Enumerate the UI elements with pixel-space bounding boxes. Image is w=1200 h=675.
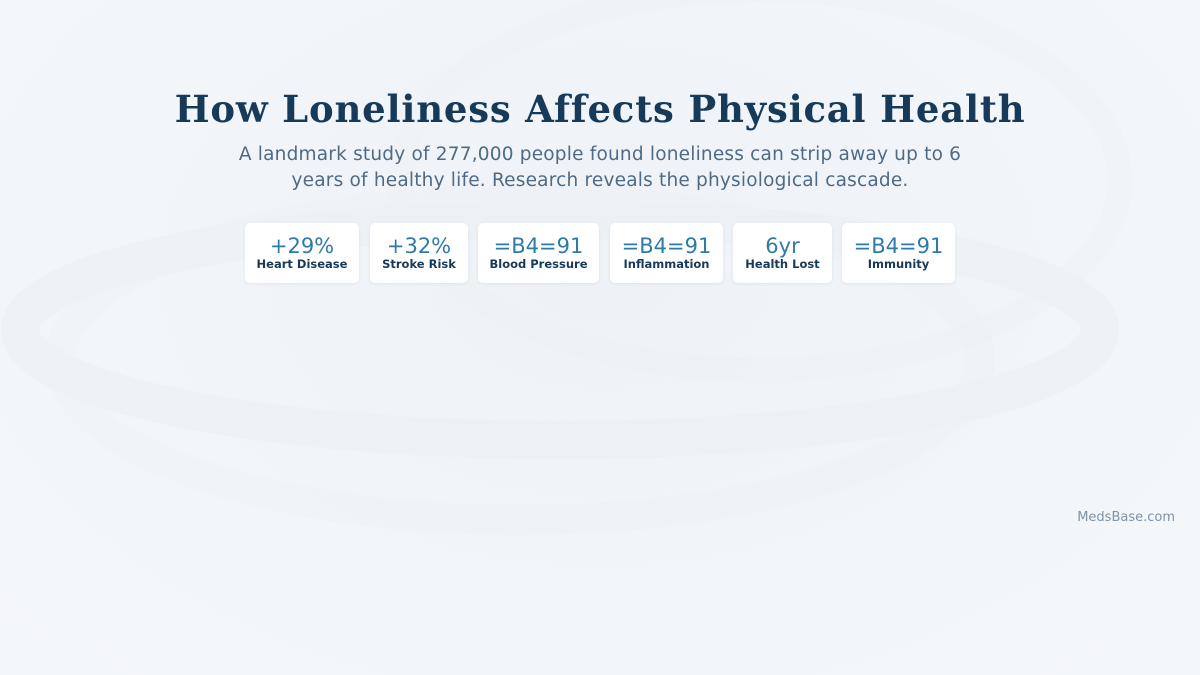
stat-value: +29% [269, 234, 335, 258]
stats-row: +29% Heart Disease +32% Stroke Risk =B4=… [0, 223, 1200, 283]
stat-label: Inflammation [623, 257, 710, 271]
stat-label: Blood Pressure [489, 257, 588, 271]
page-subtitle: A landmark study of 277,000 people found… [238, 144, 962, 191]
stat-value: =B4=91 [493, 234, 584, 258]
stat-label: Stroke Risk [382, 257, 456, 271]
stat-value: =B4=91 [853, 234, 944, 258]
stat-card-health-lost: 6yr Health Lost [733, 223, 832, 283]
stat-card-immunity: =B4=91 Immunity [842, 223, 955, 283]
stat-label: Immunity [867, 257, 930, 271]
page-title: How Loneliness Affects Physical Health [174, 87, 1026, 131]
stat-card-inflammation: =B4=91 Inflammation [610, 223, 723, 283]
brand-watermark: MedsBase.com [1077, 510, 1175, 525]
stat-card-stroke-risk: +32% Stroke Risk [370, 223, 468, 283]
stat-label: Heart Disease [256, 257, 348, 271]
stat-value: =B4=91 [621, 234, 712, 258]
stat-label: Health Lost [745, 257, 820, 271]
stat-value: +32% [386, 234, 452, 258]
stat-card-heart-disease: +29% Heart Disease [245, 223, 359, 283]
stat-value: 6yr [765, 234, 800, 258]
stat-card-blood-pressure: =B4=91 Blood Pressure [478, 223, 599, 283]
